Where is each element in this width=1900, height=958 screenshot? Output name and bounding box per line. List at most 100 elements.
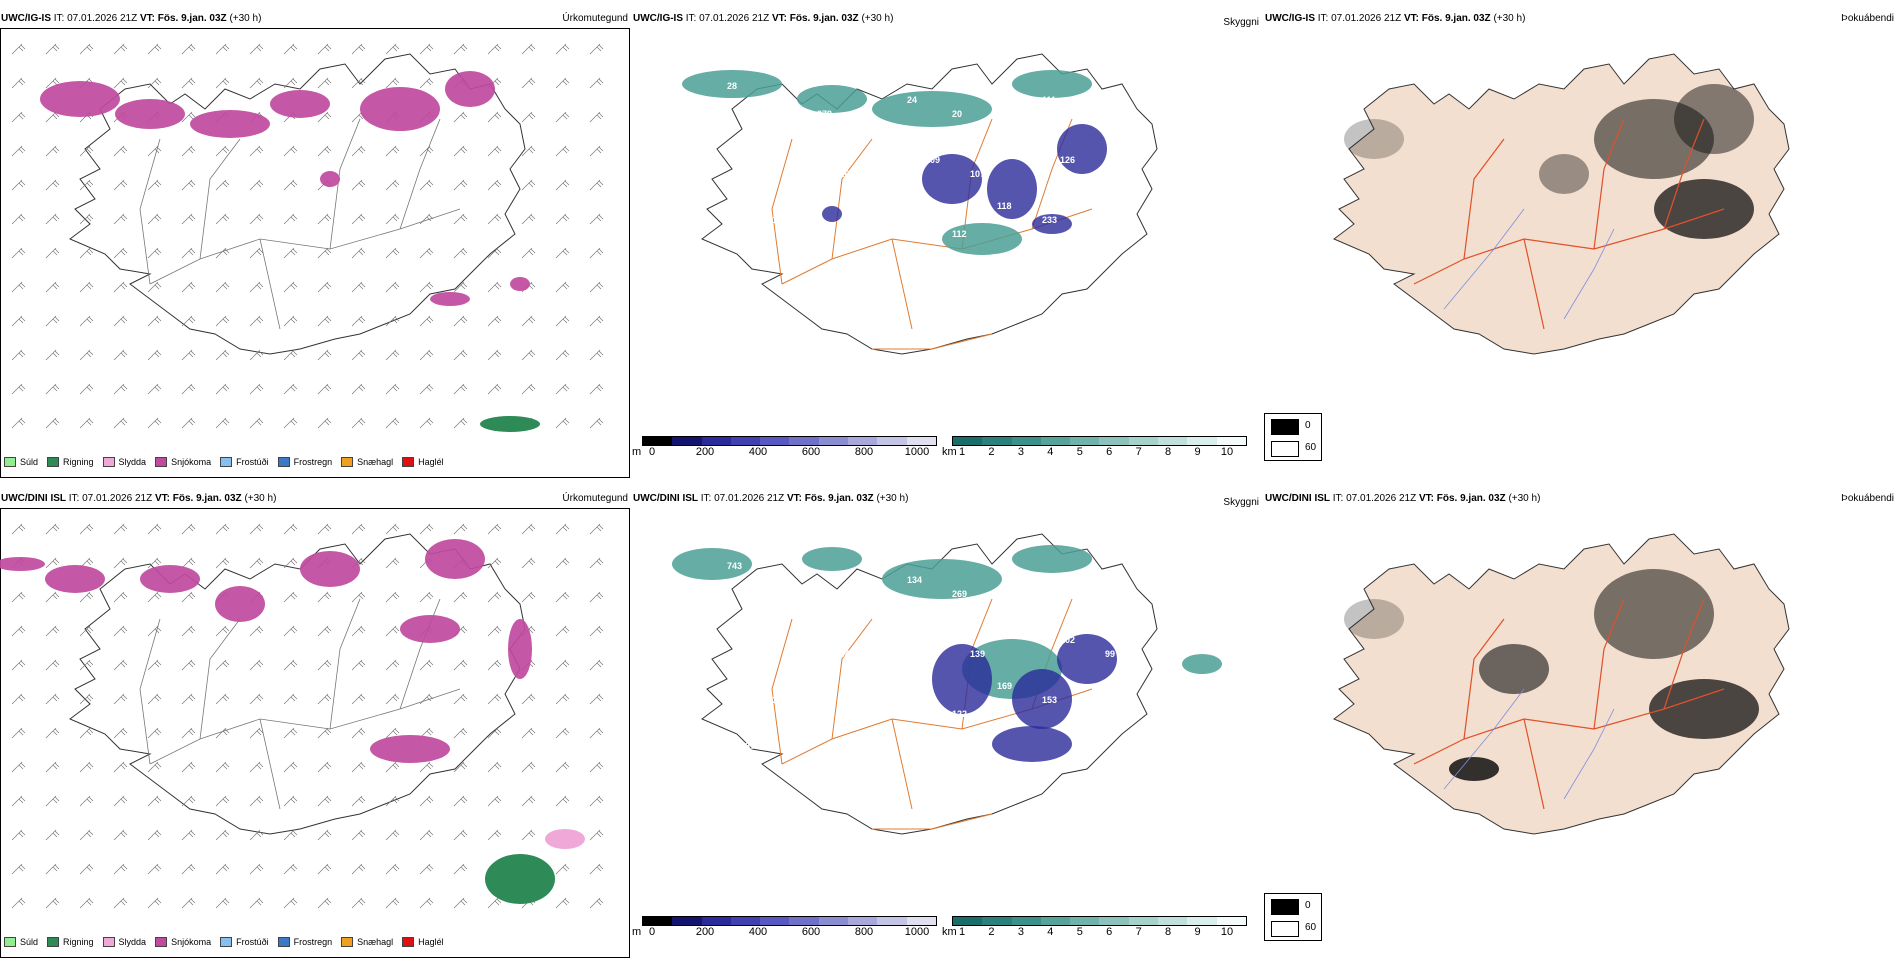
visibility-label: 70 bbox=[817, 589, 827, 599]
wind-barb bbox=[351, 315, 366, 327]
wind-barb bbox=[45, 863, 60, 875]
visibility-label: 231 bbox=[817, 229, 832, 239]
legend-item: Frostúði bbox=[220, 457, 269, 467]
wind-barb bbox=[249, 693, 264, 705]
wind-barb bbox=[147, 727, 162, 739]
wind-barb bbox=[487, 213, 502, 225]
wind-barb bbox=[521, 145, 536, 157]
visibility-m-area bbox=[932, 644, 992, 714]
wind-barb bbox=[453, 693, 468, 705]
wind-barb bbox=[521, 761, 536, 773]
wind-barb bbox=[249, 247, 264, 259]
colorbar-tick: 7 bbox=[1135, 446, 1142, 458]
wind-barb bbox=[181, 315, 196, 327]
wind-barb bbox=[249, 829, 264, 841]
snowfall-area bbox=[140, 565, 200, 593]
wind-barb bbox=[79, 247, 94, 259]
visibility-label: 112 bbox=[952, 229, 967, 239]
wind-barb bbox=[589, 795, 604, 807]
fog-area bbox=[1344, 119, 1404, 159]
wind-barb bbox=[351, 281, 366, 293]
fog-area bbox=[1449, 757, 1499, 781]
visibility-label: 116 bbox=[835, 169, 850, 179]
colorbar-segment bbox=[1099, 437, 1129, 445]
wind-barb bbox=[521, 349, 536, 361]
legend-label: Frostregn bbox=[293, 457, 333, 467]
wind-barb bbox=[521, 693, 536, 705]
legend-item: Rigning bbox=[47, 457, 94, 467]
wind-barb bbox=[453, 829, 468, 841]
wind-barb bbox=[283, 417, 298, 429]
visibility-label: 200 bbox=[727, 681, 742, 691]
colorbar-segment bbox=[701, 917, 731, 925]
wind-barb bbox=[589, 897, 604, 909]
wind-barb bbox=[487, 591, 502, 603]
wind-barb bbox=[589, 77, 604, 89]
wind-barb bbox=[555, 863, 570, 875]
snowfall-area bbox=[190, 110, 270, 138]
wind-barb bbox=[181, 693, 196, 705]
visibility-label: 146 bbox=[880, 621, 895, 631]
fog-area bbox=[1674, 84, 1754, 154]
fog-legend-label: 60 bbox=[1305, 442, 1317, 453]
wind-barb bbox=[181, 213, 196, 225]
colorbar-tick: 400 bbox=[748, 446, 768, 458]
coastline bbox=[69, 53, 526, 355]
wind-barb bbox=[555, 693, 570, 705]
wind-barb bbox=[555, 659, 570, 671]
wind-barb bbox=[283, 349, 298, 361]
wind-barb bbox=[453, 897, 468, 909]
wind-barb bbox=[11, 897, 26, 909]
wind-barb bbox=[147, 417, 162, 429]
wind-barb bbox=[351, 591, 366, 603]
wind-barb bbox=[555, 897, 570, 909]
visibility-label: 148 bbox=[772, 95, 787, 105]
wind-barb bbox=[385, 77, 400, 89]
colorbar-tick: 10 bbox=[1220, 926, 1234, 938]
wind-barb bbox=[181, 625, 196, 637]
visibility-label: 333 bbox=[745, 141, 760, 151]
wind-barb bbox=[385, 897, 400, 909]
fog-area bbox=[1539, 154, 1589, 194]
panel-header: UWC/IG-IS IT: 07.01.2026 21Z VT: Fös. 9.… bbox=[1265, 13, 1526, 24]
wind-barb bbox=[79, 693, 94, 705]
colorbar-segment bbox=[1187, 437, 1217, 445]
visibility-m-area bbox=[1057, 634, 1117, 684]
wind-barb bbox=[147, 557, 162, 569]
wind-barb bbox=[419, 77, 434, 89]
wind-barb bbox=[351, 417, 366, 429]
visibility-scale-m: m 0 200 400 600 800 1000 bbox=[632, 436, 937, 462]
wind-barb bbox=[147, 315, 162, 327]
wind-barb bbox=[453, 795, 468, 807]
wind-barb bbox=[555, 349, 570, 361]
legend-label: Slydda bbox=[118, 937, 147, 947]
colorbar-tick: 9 bbox=[1194, 446, 1201, 458]
legend-swatch bbox=[102, 937, 115, 947]
coastline bbox=[69, 533, 526, 835]
legend-item: Snæhagl bbox=[341, 457, 393, 467]
wind-barb bbox=[181, 897, 196, 909]
colorbar-segment bbox=[643, 917, 673, 925]
wind-barb bbox=[45, 795, 60, 807]
wind-barb bbox=[419, 829, 434, 841]
wind-barb bbox=[521, 591, 536, 603]
rain-area bbox=[480, 416, 540, 432]
wind-barb bbox=[589, 727, 604, 739]
wind-barb bbox=[79, 43, 94, 55]
visibility-panel-bottom: UWC/DINI ISL IT: 07.01.2026 21Z VT: Fös.… bbox=[632, 493, 1262, 958]
wind-barb bbox=[419, 523, 434, 535]
wind-barb bbox=[113, 179, 128, 191]
colorbar bbox=[642, 916, 937, 926]
wind-barb bbox=[113, 523, 128, 535]
colorbar-segment bbox=[1158, 917, 1188, 925]
wind-barb bbox=[589, 43, 604, 55]
snowfall-area bbox=[425, 539, 485, 579]
visibility-label: 109 bbox=[925, 155, 940, 165]
colorbar-tick: 6 bbox=[1106, 926, 1113, 938]
wind-barb bbox=[11, 383, 26, 395]
wind-barb bbox=[317, 315, 332, 327]
colorbar-segment bbox=[730, 437, 761, 445]
wind-barb bbox=[385, 591, 400, 603]
visibility-label: 976 bbox=[745, 621, 760, 631]
visibility-label: 107 bbox=[970, 169, 985, 179]
